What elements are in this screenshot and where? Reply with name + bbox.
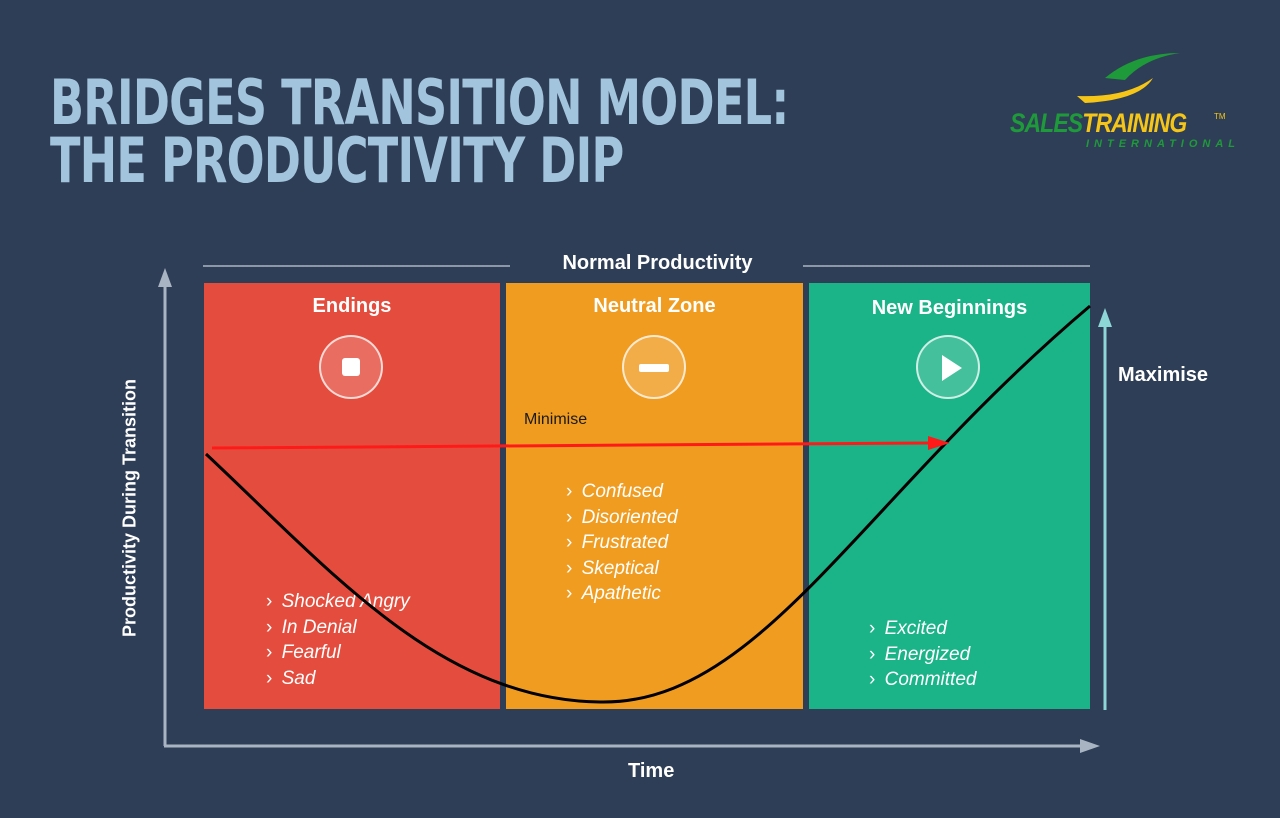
maximise-label: Maximise [1118,364,1209,386]
y-axis [158,268,172,746]
logo-subtitle: INTERNATIONAL [1086,138,1241,150]
y-axis-label: Productivity During Transition [119,378,140,638]
logo-swoosh-icon [1077,53,1180,103]
title-line-2: THE PRODUCTIVITY DIP [50,124,624,197]
minimise-arrow [211,436,950,450]
list-item: Frustrated [566,530,678,556]
zone-title: Neutral Zone [593,295,716,317]
normal-productivity-line-right [803,265,1090,267]
normal-productivity-label: Normal Productivity [562,252,753,274]
list-item: Fearful [266,640,410,666]
normal-productivity-line-left [203,265,510,267]
list-item: Committed [869,667,977,693]
list-item: Apathetic [566,581,678,607]
minus-icon [622,335,686,399]
productivity-curve [204,304,1091,704]
logo-trademark: TM [1214,112,1226,121]
logo-wordmark: SALESTRAINING [1010,108,1187,139]
endings-feelings-list: Shocked Angry In Denial Fearful Sad [266,589,410,691]
new-beginnings-feelings-list: Excited Energized Committed [869,616,977,693]
list-item: Disoriented [566,505,678,531]
neutral-feelings-list: Confused Disoriented Frustrated Skeptica… [566,479,678,607]
list-item: Shocked Angry [266,589,410,615]
list-item: In Denial [266,615,410,641]
title-line-1: BRIDGES TRANSITION MODEL: [50,66,789,139]
zone-new-beginnings: New Beginnings Excited Energized Committ… [809,283,1090,709]
list-item: Sad [266,666,410,692]
x-axis [164,739,1100,753]
maximise-arrow [1098,308,1112,710]
list-item: Excited [869,616,976,642]
play-icon [916,335,980,399]
minimise-label: Minimise [524,411,588,428]
list-item: Confused [566,479,678,505]
page-title: BRIDGES TRANSITION MODEL: THE PRODUCTIVI… [50,66,789,197]
list-item: Skeptical [566,556,678,582]
zone-title: New Beginnings [871,297,1028,319]
zone-endings: Endings Shocked Angry In Denial Fearful … [204,283,500,709]
stop-icon [319,335,383,399]
list-item: Energized [869,642,976,668]
x-axis-label: Time [628,760,675,782]
zone-title: Endings [312,295,392,317]
logo-training: TRAINING [1082,108,1187,138]
logo-sales: SALES [1010,108,1083,138]
